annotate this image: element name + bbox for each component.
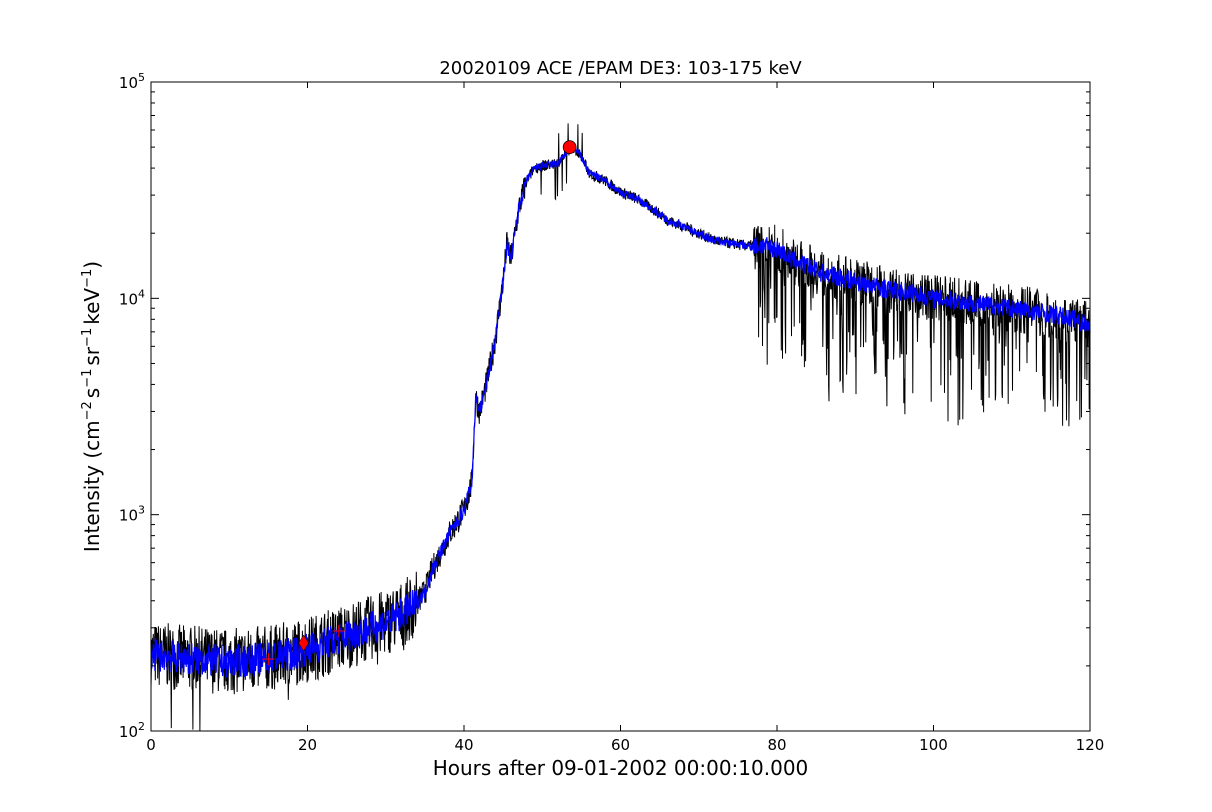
y-axis-title-part: ) [80, 261, 104, 269]
x-tick-label: 100 [919, 736, 948, 754]
y-tick-label: 103 [119, 504, 145, 525]
x-tick-label: 60 [611, 736, 630, 754]
y-axis-title-sup: −1 [80, 269, 95, 288]
x-tick-label: 40 [454, 736, 473, 754]
y-tick-label: 105 [119, 71, 145, 92]
y-axis-title-sup: −1 [80, 328, 95, 347]
y-axis-title-part: sr [80, 346, 104, 365]
x-tick-label: 0 [146, 736, 156, 754]
y-axis-title-part: Intensity (cm [80, 420, 104, 552]
y-axis-title-part: s [80, 388, 104, 398]
y-axis-title-sup: −1 [80, 369, 95, 388]
plot-area-frame [150, 81, 1091, 732]
x-axis-title: Hours after 09-01-2002 00:00:10.000 [433, 756, 809, 780]
plus-marker [262, 653, 275, 666]
series-layer [150, 123, 1091, 732]
marker-layer [262, 140, 577, 666]
y-axis-title-sup: −2 [80, 401, 95, 420]
x-tick-label: 20 [298, 736, 317, 754]
y-tick-label: 104 [119, 287, 145, 308]
ticks-layer: 0 20 40 60 80 100 120 102 103 104 105 [119, 71, 1104, 754]
x-tick-label: 80 [767, 736, 786, 754]
circle-marker [562, 140, 577, 154]
diamond-marker [298, 634, 309, 652]
x-tick-label: 120 [1076, 736, 1105, 754]
series-raw-line [150, 123, 1091, 732]
y-tick-label: 102 [119, 720, 145, 741]
plus-marker [332, 624, 345, 637]
chart-title: 20020109 ACE /EPAM DE3: 103-175 keV [439, 58, 802, 79]
y-axis-title-part: keV [80, 288, 104, 325]
y-axis-title: Intensity (cm−2s−1sr−1keV−1) [80, 261, 104, 552]
series-smoothed-line [150, 145, 1091, 679]
